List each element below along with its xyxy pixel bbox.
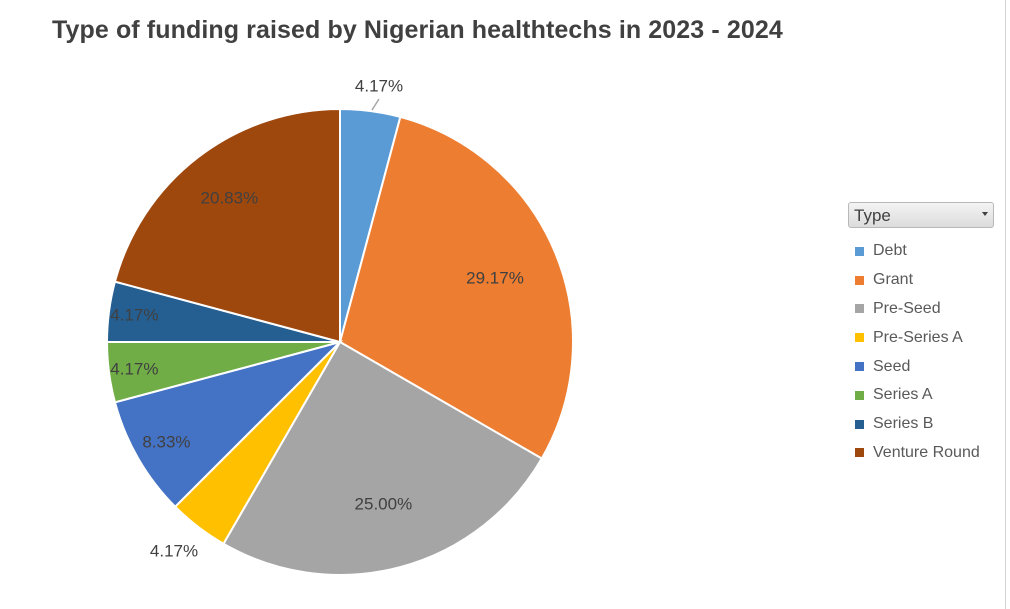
- legend-swatch: [855, 448, 864, 458]
- legend-label: Pre-Seed: [873, 299, 941, 317]
- data-label-series-a: 4.17%: [110, 360, 158, 379]
- pie-slice-venture-round[interactable]: [113, 107, 341, 344]
- legend-label: Seed: [873, 357, 911, 375]
- legend-item-seed[interactable]: Seed: [855, 352, 980, 381]
- legend-label: Debt: [873, 242, 907, 260]
- legend-item-series-b[interactable]: Series B: [855, 410, 980, 439]
- data-label-pre-series-a: 4.17%: [150, 542, 198, 561]
- legend-label: Venture Round: [873, 443, 980, 461]
- data-label-seed: 8.33%: [142, 433, 190, 452]
- legend-swatch: [855, 419, 864, 429]
- data-label-series-b: 4.17%: [110, 305, 158, 324]
- legend-filter-button[interactable]: Type: [848, 202, 994, 228]
- legend-swatch: [855, 304, 864, 314]
- legend-item-venture-round[interactable]: Venture Round: [855, 439, 980, 468]
- legend-item-pre-series-a[interactable]: Pre-Series A: [855, 323, 980, 352]
- pie-slice-pre-seed[interactable]: [222, 340, 544, 576]
- legend-item-grant[interactable]: Grant: [855, 266, 980, 295]
- pie-slice-grant[interactable]: [338, 115, 574, 460]
- chart-area-border: [1005, 0, 1006, 609]
- legend-swatch: [855, 362, 864, 372]
- legend-swatch: [855, 275, 864, 285]
- legend-swatch: [855, 246, 864, 256]
- legend-label: Series B: [873, 415, 934, 433]
- legend-title: Type: [854, 206, 891, 225]
- data-label-pre-seed: 25.00%: [355, 495, 413, 514]
- legend-label: Grant: [873, 271, 914, 289]
- data-label-debt: 4.17%: [355, 77, 403, 96]
- legend-item-series-a[interactable]: Series A: [855, 381, 980, 410]
- data-label-grant: 29.17%: [466, 268, 524, 287]
- data-label-venture-round: 20.83%: [201, 188, 259, 207]
- legend-label: Pre-Series A: [873, 328, 963, 346]
- legend-item-pre-seed[interactable]: Pre-Seed: [855, 295, 980, 324]
- leader-line-debt: [371, 98, 380, 111]
- pie-slice-seed[interactable]: [113, 340, 344, 509]
- legend-swatch: [855, 390, 864, 400]
- chevron-down-icon: [982, 212, 988, 216]
- legend: Debt Grant Pre-Seed Pre-Series A Seed Series …: [855, 237, 980, 467]
- legend-item-debt[interactable]: Debt: [855, 237, 980, 266]
- legend-label: Series A: [873, 386, 933, 404]
- chart-title: Type of funding raised by Nigerian healt…: [52, 16, 783, 44]
- legend-swatch: [855, 333, 864, 343]
